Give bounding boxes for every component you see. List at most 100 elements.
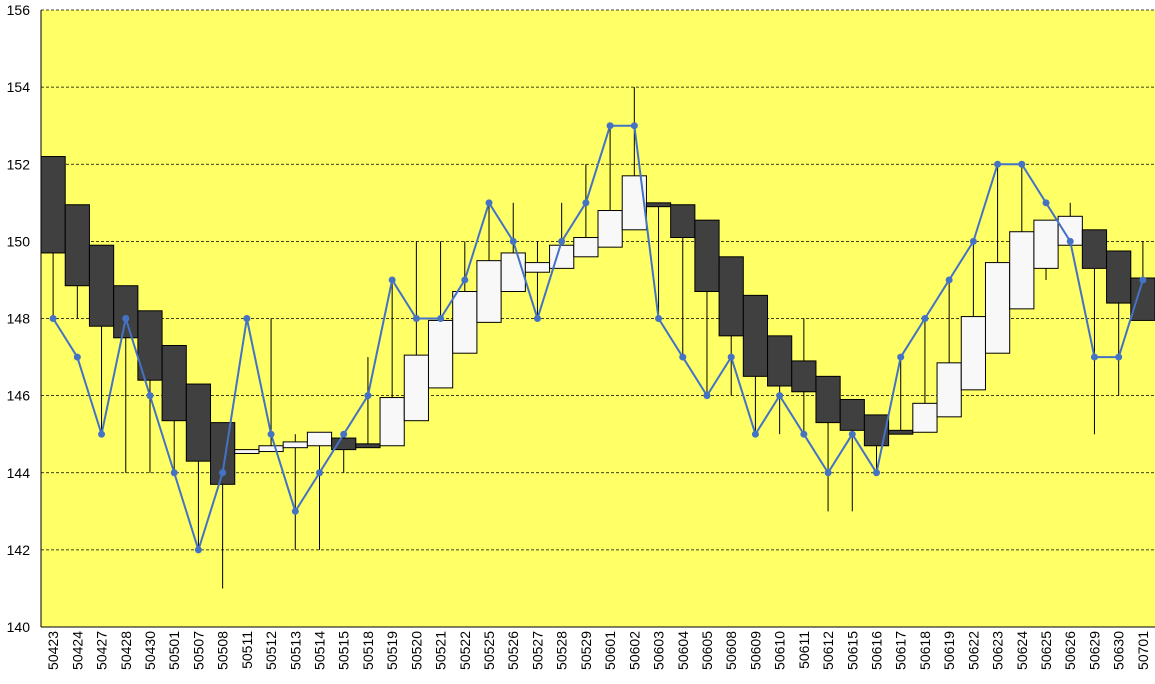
x-tick-label: 50701 — [1135, 631, 1151, 670]
x-tick-label: 50610 — [772, 631, 788, 670]
line-point — [848, 430, 856, 438]
candle-body — [1106, 250, 1132, 304]
x-tick-label: 50522 — [457, 631, 473, 670]
x-tick-label: 50518 — [360, 631, 376, 670]
line-point — [122, 315, 130, 322]
x-tick-label: 50604 — [675, 631, 691, 670]
line-point — [897, 353, 905, 361]
line-point — [98, 430, 106, 438]
candle-body — [694, 219, 720, 293]
candle-body — [500, 252, 526, 293]
line-point — [655, 315, 663, 322]
candle-body — [1081, 229, 1108, 269]
candle-body — [452, 291, 478, 354]
candle-body — [355, 443, 381, 449]
x-tick-label: 50529 — [578, 631, 594, 670]
x-tick-label: 50427 — [94, 631, 110, 670]
line-point — [1018, 160, 1026, 168]
line-point — [340, 430, 348, 438]
line-point — [170, 469, 178, 477]
x-tick-label: 50512 — [263, 631, 279, 670]
line-point — [509, 237, 517, 245]
x-tick-label: 50611 — [796, 631, 812, 669]
line-point — [437, 315, 445, 322]
candle-body — [88, 244, 115, 327]
x-tick-label: 50514 — [312, 631, 328, 670]
line-point — [267, 430, 275, 438]
line-point — [73, 353, 81, 361]
x-tick-label: 50507 — [190, 631, 206, 670]
candle-body — [306, 431, 333, 447]
line-point — [219, 469, 227, 477]
line-point — [969, 237, 977, 245]
candle-body — [984, 262, 1011, 354]
line-point — [945, 276, 953, 284]
line-point — [606, 122, 614, 130]
candle-body — [1130, 277, 1155, 321]
candle-body — [185, 383, 212, 462]
line-point — [364, 392, 372, 400]
candle-body — [718, 256, 744, 337]
x-tick-label: 50623 — [990, 631, 1006, 670]
x-tick-label: 50619 — [941, 631, 957, 670]
line-point — [751, 430, 759, 438]
candle-body — [936, 362, 962, 418]
line-point — [49, 315, 57, 322]
x-tick-label: 50622 — [965, 631, 981, 670]
y-tick-label: 144 — [7, 465, 31, 481]
y-tick-label: 154 — [7, 79, 31, 95]
candle-body — [815, 375, 841, 424]
candle-body — [64, 204, 90, 287]
candle-body — [670, 204, 696, 239]
x-tick-label: 50630 — [1111, 631, 1127, 670]
x-tick-label: 50629 — [1086, 631, 1102, 670]
candle-body — [476, 260, 502, 323]
candle-body — [960, 316, 986, 391]
line-point — [316, 469, 323, 477]
x-tick-label: 50430 — [142, 631, 158, 670]
x-tick-label: 50612 — [820, 631, 836, 670]
line-point — [485, 199, 493, 207]
y-tick-label: 150 — [7, 233, 31, 249]
candle-body — [282, 441, 308, 449]
candle-body — [742, 294, 769, 377]
candle-body — [791, 360, 817, 393]
x-tick-label: 50508 — [215, 631, 231, 670]
candle-body — [161, 344, 187, 422]
line-point — [194, 546, 202, 554]
line-point — [630, 122, 638, 130]
candle-body — [403, 354, 429, 422]
line — [52, 124, 1144, 554]
candle-body — [549, 244, 575, 269]
candle-body — [597, 210, 623, 248]
y-tick-label: 142 — [7, 542, 31, 558]
x-tick-label: 50615 — [844, 631, 860, 670]
candle-body — [258, 445, 284, 453]
line-point — [1042, 199, 1050, 207]
x-tick-label: 50525 — [481, 631, 497, 670]
x-tick-label: 50605 — [699, 631, 715, 670]
line-point — [800, 430, 808, 438]
x-tick-label: 50625 — [1038, 631, 1054, 670]
candle-body — [113, 285, 139, 339]
x-tick-label: 50602 — [626, 631, 642, 670]
x-tick-label: 50617 — [893, 631, 909, 670]
line-point — [558, 237, 566, 245]
line-point — [776, 392, 784, 400]
line-point — [243, 315, 251, 322]
x-tick-label: 50618 — [917, 631, 933, 670]
x-tick-label: 50520 — [408, 631, 424, 670]
candle-body — [1033, 219, 1059, 269]
line-point — [582, 199, 590, 207]
y-tick-label: 148 — [7, 311, 31, 327]
line-point — [1066, 237, 1074, 245]
x-tick-label: 50616 — [869, 631, 885, 670]
x-tick-label: 50519 — [384, 631, 400, 670]
candle-body — [839, 398, 865, 431]
x-tick-label: 50624 — [1014, 631, 1030, 670]
line-point — [291, 507, 299, 515]
line-point — [703, 392, 711, 400]
candle-body — [427, 319, 454, 389]
x-tick-label: 50526 — [505, 631, 521, 670]
y-tick-label: 152 — [7, 156, 31, 172]
